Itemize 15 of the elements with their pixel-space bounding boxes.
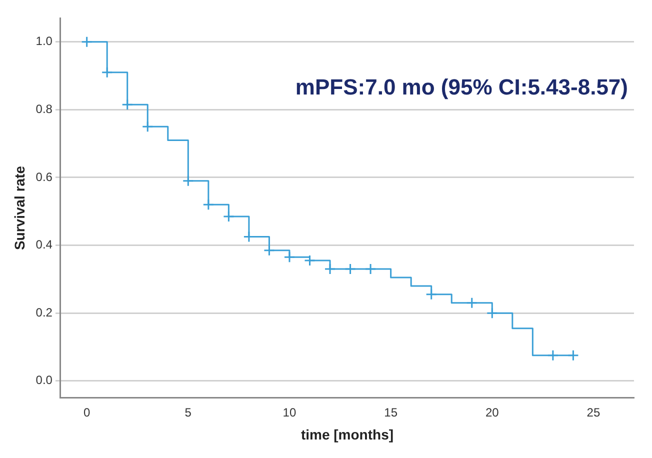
- x-tick-label: 0: [83, 405, 90, 420]
- y-tick-label: 1.0: [36, 34, 53, 48]
- x-tick-label: 5: [184, 405, 192, 420]
- x-tick-label: 20: [485, 405, 500, 420]
- x-tick-label: 25: [586, 405, 600, 420]
- x-axis-title: time [months]: [300, 426, 394, 442]
- y-tick-label: 0.2: [36, 305, 53, 320]
- x-tick-label: 15: [384, 405, 398, 420]
- y-tick-label: 0.8: [36, 102, 53, 116]
- x-tick-label: 10: [282, 405, 296, 420]
- y-tick-label: 0.4: [36, 238, 53, 252]
- annotation: mPFS:7.0 mo (95% CI:5.43-8.57): [295, 74, 628, 100]
- y-tick-label: 0.6: [36, 170, 53, 184]
- y-tick-label: 0.0: [36, 373, 53, 388]
- y-axis-title: Survival rate: [11, 166, 28, 250]
